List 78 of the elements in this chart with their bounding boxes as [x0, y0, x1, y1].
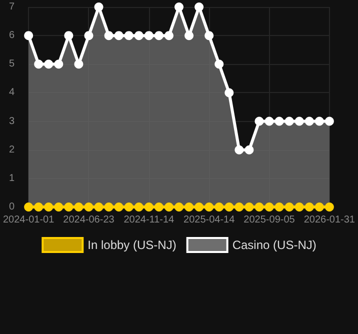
x-tick-label: 2026-01-31 [304, 214, 356, 226]
point [104, 31, 114, 40]
point [114, 31, 124, 40]
point [164, 31, 174, 40]
y-tick-label: 6 [9, 30, 16, 42]
point [204, 202, 214, 212]
point [164, 202, 174, 212]
point [174, 2, 184, 12]
point [324, 202, 334, 212]
point [284, 202, 294, 212]
point [144, 202, 154, 212]
point [114, 202, 124, 212]
point [34, 202, 44, 212]
point [54, 60, 64, 69]
point [24, 31, 34, 40]
y-tick-label: 1 [9, 172, 16, 184]
y-tick-label: 7 [9, 2, 16, 12]
point [64, 202, 74, 212]
point [264, 202, 274, 212]
point [144, 31, 154, 40]
point [254, 116, 264, 126]
point [284, 116, 294, 126]
point [44, 202, 54, 212]
point [304, 202, 314, 212]
point [224, 202, 234, 212]
point [124, 31, 134, 40]
point [214, 60, 224, 69]
y-tick-label: 4 [9, 87, 16, 98]
y-tick-label: 0 [9, 202, 16, 212]
point [314, 202, 324, 212]
point [194, 202, 204, 212]
point [324, 116, 334, 126]
point [274, 116, 284, 126]
point [124, 202, 134, 212]
legend-label: Casino (US-NJ) [232, 238, 316, 252]
point [94, 202, 104, 212]
point [84, 31, 94, 40]
y-tick-label: 2 [9, 144, 16, 156]
point [194, 2, 204, 12]
point [214, 202, 224, 212]
point [234, 202, 244, 212]
x-tick-label: 2024-11-14 [124, 214, 175, 226]
y-tick-label: 3 [9, 116, 16, 127]
point [244, 202, 254, 212]
point [204, 31, 214, 40]
point [184, 31, 194, 40]
point [234, 145, 244, 154]
x-tick-label: 2025-09-05 [244, 214, 296, 226]
point [224, 88, 234, 98]
point [244, 145, 254, 154]
point [134, 31, 144, 40]
point [34, 60, 44, 69]
point [94, 2, 104, 12]
point [74, 202, 84, 212]
point [184, 202, 194, 212]
point [54, 202, 64, 212]
point [294, 116, 304, 126]
x-tick-label: 2024-01-01 [3, 214, 55, 226]
point [294, 202, 304, 212]
x-tick-label: 2024-06-23 [63, 214, 115, 226]
point [274, 202, 284, 212]
point [134, 202, 144, 212]
legend-label: In lobby (US-NJ) [88, 238, 176, 252]
point [154, 202, 164, 212]
point [174, 202, 184, 212]
point [74, 60, 84, 69]
point [154, 31, 164, 40]
x-tick-label: 2025-04-14 [184, 214, 236, 226]
point [24, 202, 34, 212]
point [64, 31, 74, 40]
point [304, 116, 314, 126]
point [104, 202, 114, 212]
point [264, 116, 274, 126]
point [84, 202, 94, 212]
point [314, 116, 324, 126]
point [44, 60, 54, 69]
point [254, 202, 264, 212]
y-tick-label: 5 [9, 58, 16, 70]
